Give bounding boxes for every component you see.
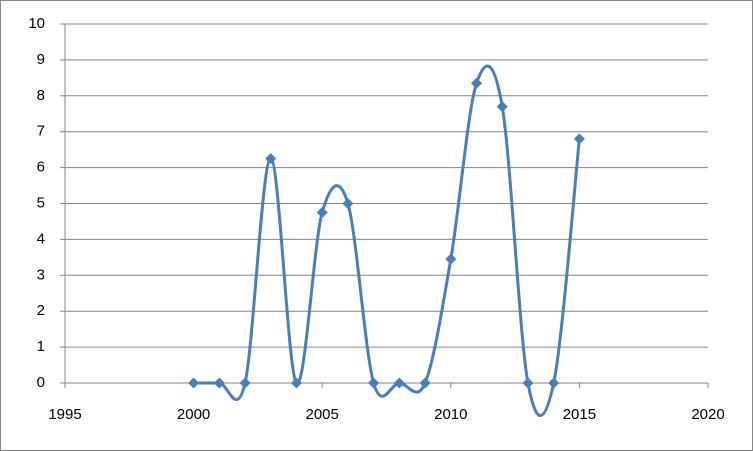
data-point xyxy=(573,133,585,145)
data-point xyxy=(213,377,225,389)
data-point xyxy=(496,101,508,113)
x-tick-label: 2015 xyxy=(563,406,596,423)
data-point xyxy=(445,253,457,265)
y-tick-label: 0 xyxy=(37,374,45,391)
y-tick-label: 10 xyxy=(28,15,45,32)
y-tick-label: 1 xyxy=(37,338,45,355)
data-point xyxy=(188,377,200,389)
y-tick-label: 2 xyxy=(37,302,45,319)
y-tick-label: 4 xyxy=(37,230,45,247)
data-point xyxy=(290,377,302,389)
data-point xyxy=(239,377,251,389)
x-tick-label: 2020 xyxy=(691,406,724,423)
data-point xyxy=(265,153,277,165)
data-point xyxy=(419,377,431,389)
data-point xyxy=(342,198,354,209)
y-tick-label: 5 xyxy=(37,194,45,211)
y-tick-label: 7 xyxy=(37,123,45,140)
data-point xyxy=(471,77,483,89)
y-tick-label: 6 xyxy=(37,159,45,176)
data-point xyxy=(522,377,534,389)
data-point xyxy=(548,377,560,389)
data-point xyxy=(368,377,380,389)
series-line xyxy=(193,64,581,418)
x-tick-label: 2005 xyxy=(306,406,339,423)
x-tick-label: 1995 xyxy=(48,406,81,423)
y-tick-label: 9 xyxy=(37,51,45,68)
y-tick-label: 8 xyxy=(37,87,45,104)
data-point xyxy=(316,206,328,218)
x-tick-label: 2010 xyxy=(434,406,467,423)
data-point xyxy=(393,377,405,389)
y-tick-label: 3 xyxy=(37,266,45,283)
x-tick-label: 2000 xyxy=(177,406,210,423)
